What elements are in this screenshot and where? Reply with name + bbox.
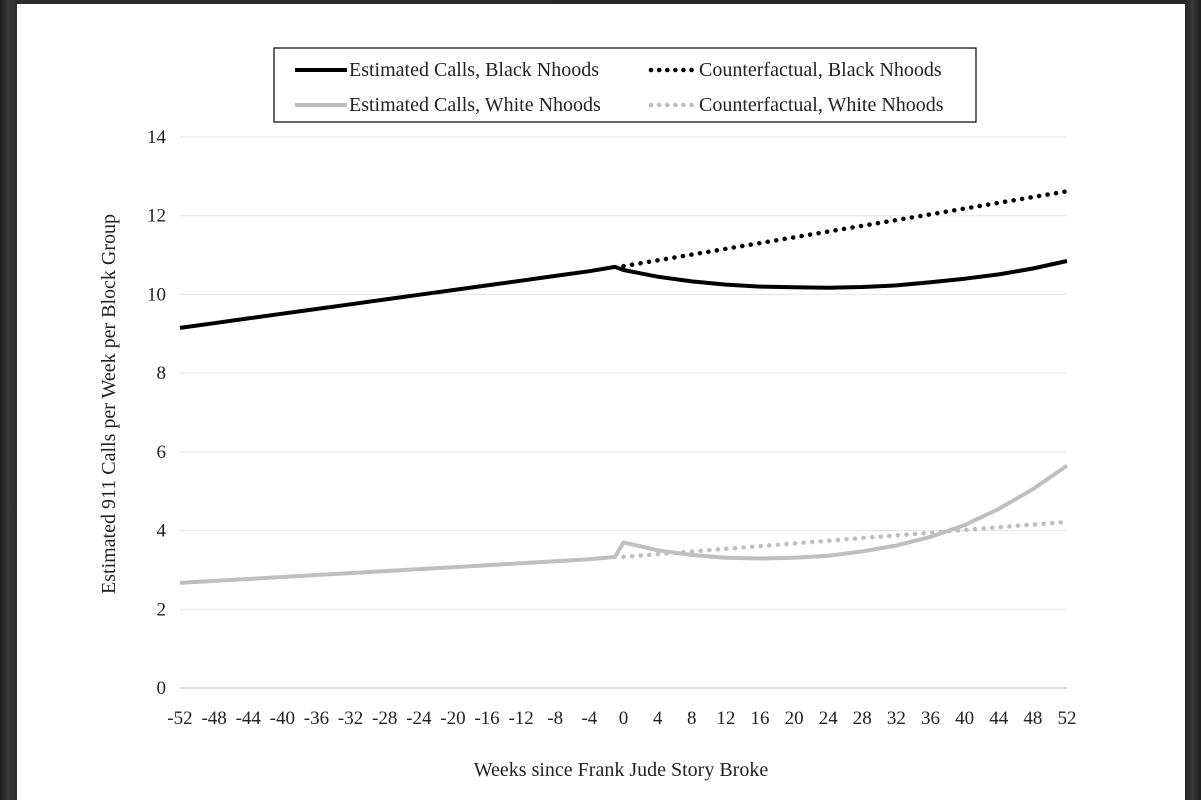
y-tick-label: 6: [157, 442, 167, 463]
x-tick-label: -12: [508, 708, 533, 729]
x-tick-label: 24: [819, 708, 839, 729]
y-tick-label: 14: [147, 127, 167, 148]
legend-label-white-estimated: Estimated Calls, White Nhoods: [349, 94, 601, 116]
series-line-0: [179, 259, 1068, 330]
legend-label-black-estimated: Estimated Calls, Black Nhoods: [349, 59, 599, 81]
x-axis-ticks: -52 -48 -44 -40 -36 -32 -28 -24 -20 -16 -12 -8 -4 0 4 8…: [167, 708, 1076, 729]
y-tick-label: 10: [147, 284, 166, 305]
x-axis-title: Weeks since Frank Jude Story Broke: [474, 759, 769, 781]
y-tick-label: 2: [157, 599, 167, 620]
legend-box: [273, 47, 977, 123]
x-tick-label: -8: [547, 708, 563, 729]
x-tick-label: 8: [687, 708, 697, 729]
legend-label-white-counterfactual: Counterfactual, White Nhoods: [699, 94, 944, 116]
series-line-2: [179, 463, 1069, 585]
x-tick-label: -28: [372, 708, 397, 729]
x-tick-label: 20: [785, 708, 804, 729]
x-tick-label: -16: [474, 708, 499, 729]
y-tick-label: 12: [147, 206, 166, 227]
y-tick-label: 0: [157, 678, 167, 699]
x-tick-label: 32: [887, 708, 906, 729]
x-tick-label: -36: [304, 708, 329, 729]
x-tick-label: -20: [440, 708, 465, 729]
series-lines: [179, 189, 1070, 585]
x-tick-label: 0: [619, 708, 629, 729]
x-tick-label: 36: [921, 708, 940, 729]
x-tick-label: -24: [406, 708, 432, 729]
x-tick-label: 44: [989, 708, 1009, 729]
x-tick-label: -44: [236, 708, 262, 729]
y-axis-title: Estimated 911 Calls per Week per Block G…: [98, 214, 120, 594]
x-tick-label: 16: [750, 708, 769, 729]
x-tick-label: 12: [716, 708, 735, 729]
x-tick-label: -32: [338, 708, 363, 729]
x-tick-label: 40: [955, 708, 974, 729]
chart-panel: 0 2 4 6 8 10 12 14 -52 -48 -44 -40 -36 -32 -28 -24 -20-…: [17, 4, 1185, 800]
y-tick-label: 8: [157, 363, 167, 384]
x-tick-label: -48: [201, 708, 226, 729]
x-tick-label: 52: [1058, 708, 1077, 729]
legend: Estimated Calls, Black Nhoods Counterfac…: [273, 47, 977, 123]
gridlines: [180, 136, 1067, 689]
series-line-1: [621, 189, 1070, 269]
x-tick-label: -4: [581, 708, 597, 729]
y-axis-ticks: 0 2 4 6 8 10 12 14: [147, 127, 167, 699]
y-tick-label: 4: [157, 521, 167, 542]
x-tick-label: 4: [653, 708, 663, 729]
series-line-3: [621, 519, 1070, 560]
x-tick-label: -52: [167, 708, 192, 729]
x-tick-label: 28: [853, 708, 872, 729]
x-tick-label: 48: [1023, 708, 1042, 729]
legend-label-black-counterfactual: Counterfactual, Black Nhoods: [699, 59, 942, 81]
x-tick-label: -40: [270, 708, 295, 729]
